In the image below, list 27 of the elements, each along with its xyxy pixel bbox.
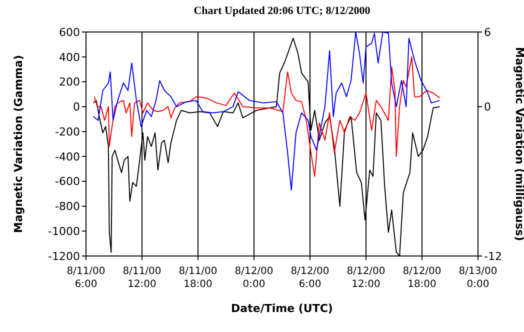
y2-axis-title: Magnetic Variation (milligauss): [513, 47, 524, 241]
y-tick-label: -800: [55, 200, 80, 214]
x-axis-title: Date/Time (UTC): [231, 302, 333, 315]
x-tick-label: 8/12/00 6:00: [290, 266, 330, 290]
y2-tick-label: -12: [484, 250, 502, 263]
line-series: [92, 32, 440, 191]
y-tick-label: -200: [55, 125, 80, 138]
y-tick-label: 400: [59, 50, 80, 64]
y-tick-label: -600: [55, 175, 80, 188]
y2-tick-label: 0: [484, 100, 491, 114]
x-tick-label: 8/11/00 18:00: [178, 266, 218, 290]
x-tick-label: 8/13/00 0:00: [458, 266, 498, 290]
y2-tick-label: 6: [484, 26, 491, 39]
line-series: [94, 56, 440, 177]
x-tick-label: 8/12/00 0:00: [234, 266, 274, 290]
y-tick-label: 600: [59, 26, 80, 39]
x-tick-label: 8/11/00 6:00: [66, 266, 106, 290]
y-tick-label: -1000: [48, 225, 80, 238]
chart-title: Chart Updated 20:06 UTC; 8/12/2000: [192, 5, 372, 17]
y-axis-title: Magnetic Variation (Gamma): [12, 55, 25, 233]
y-tick-label: -1200: [48, 250, 80, 263]
x-tick-label: 8/11/00 12:00: [122, 266, 162, 290]
y-tick-label: -400: [55, 150, 80, 164]
x-tick-label: 8/12/00 18:00: [402, 266, 442, 290]
y-tick-label: 0: [73, 100, 80, 114]
x-tick-label: 8/12/00 12:00: [346, 266, 386, 290]
y-tick-label: 200: [59, 76, 80, 89]
